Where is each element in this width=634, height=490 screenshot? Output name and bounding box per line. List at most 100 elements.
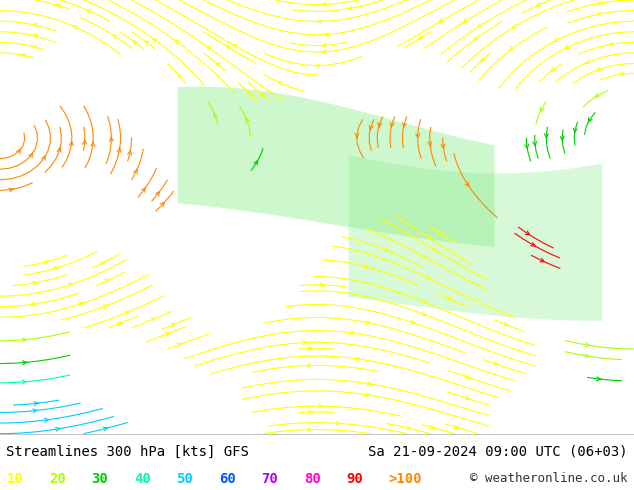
FancyArrowPatch shape: [303, 341, 308, 344]
FancyArrowPatch shape: [366, 381, 372, 385]
FancyArrowPatch shape: [307, 428, 313, 432]
FancyArrowPatch shape: [384, 248, 389, 251]
FancyArrowPatch shape: [55, 267, 60, 270]
FancyArrowPatch shape: [319, 404, 323, 408]
Polygon shape: [178, 87, 495, 247]
FancyArrowPatch shape: [33, 409, 38, 413]
FancyArrowPatch shape: [125, 311, 129, 315]
FancyArrowPatch shape: [145, 41, 149, 45]
FancyArrowPatch shape: [160, 202, 164, 207]
FancyArrowPatch shape: [118, 322, 122, 326]
Polygon shape: [349, 155, 602, 321]
FancyArrowPatch shape: [55, 4, 61, 8]
FancyArrowPatch shape: [551, 68, 555, 72]
FancyArrowPatch shape: [474, 36, 479, 40]
FancyArrowPatch shape: [586, 60, 590, 63]
FancyArrowPatch shape: [22, 380, 27, 384]
Text: 40: 40: [134, 472, 150, 486]
FancyArrowPatch shape: [103, 305, 107, 309]
FancyArrowPatch shape: [531, 243, 535, 246]
FancyArrowPatch shape: [68, 283, 72, 287]
FancyArrowPatch shape: [133, 41, 138, 45]
FancyArrowPatch shape: [32, 34, 37, 38]
FancyArrowPatch shape: [103, 427, 108, 431]
FancyArrowPatch shape: [207, 47, 211, 50]
FancyArrowPatch shape: [432, 247, 437, 251]
FancyArrowPatch shape: [323, 32, 328, 36]
Text: Streamlines 300 hPa [kts] GFS: Streamlines 300 hPa [kts] GFS: [6, 445, 249, 459]
FancyArrowPatch shape: [585, 354, 590, 358]
FancyArrowPatch shape: [57, 148, 61, 152]
Text: 50: 50: [176, 472, 193, 486]
FancyArrowPatch shape: [418, 35, 423, 39]
FancyArrowPatch shape: [596, 67, 600, 71]
FancyArrowPatch shape: [321, 2, 327, 6]
FancyArrowPatch shape: [315, 64, 320, 68]
Text: 10: 10: [6, 472, 23, 486]
FancyArrowPatch shape: [16, 148, 21, 153]
FancyArrowPatch shape: [477, 24, 482, 27]
FancyArrowPatch shape: [32, 302, 37, 306]
FancyArrowPatch shape: [545, 134, 548, 138]
FancyArrowPatch shape: [422, 312, 426, 316]
FancyArrowPatch shape: [152, 318, 155, 321]
FancyArrowPatch shape: [261, 93, 264, 97]
Text: >100: >100: [389, 472, 422, 486]
FancyArrowPatch shape: [153, 39, 157, 42]
FancyArrowPatch shape: [465, 375, 470, 378]
FancyArrowPatch shape: [536, 2, 541, 6]
FancyArrowPatch shape: [175, 40, 179, 44]
Text: 70: 70: [261, 472, 278, 486]
FancyArrowPatch shape: [216, 63, 220, 67]
FancyArrowPatch shape: [9, 188, 15, 192]
Text: Sa 21-09-2024 09:00 UTC (06+03): Sa 21-09-2024 09:00 UTC (06+03): [368, 445, 628, 459]
FancyArrowPatch shape: [423, 300, 427, 304]
FancyArrowPatch shape: [378, 122, 382, 127]
FancyArrowPatch shape: [34, 402, 39, 406]
FancyArrowPatch shape: [608, 42, 613, 46]
FancyArrowPatch shape: [619, 72, 624, 75]
FancyArrowPatch shape: [254, 161, 257, 165]
FancyArrowPatch shape: [366, 320, 372, 324]
Text: © weatheronline.co.uk: © weatheronline.co.uk: [470, 472, 628, 485]
FancyArrowPatch shape: [321, 44, 326, 48]
FancyArrowPatch shape: [316, 20, 321, 24]
FancyArrowPatch shape: [29, 153, 32, 158]
FancyArrowPatch shape: [56, 427, 61, 431]
FancyArrowPatch shape: [347, 6, 353, 10]
FancyArrowPatch shape: [439, 19, 443, 23]
FancyArrowPatch shape: [100, 262, 105, 266]
FancyArrowPatch shape: [525, 231, 529, 235]
FancyArrowPatch shape: [42, 156, 46, 160]
FancyArrowPatch shape: [165, 333, 170, 336]
FancyArrowPatch shape: [307, 364, 313, 368]
FancyArrowPatch shape: [597, 1, 602, 4]
FancyArrowPatch shape: [481, 57, 485, 62]
FancyArrowPatch shape: [540, 258, 544, 262]
FancyArrowPatch shape: [512, 24, 517, 28]
FancyArrowPatch shape: [366, 393, 372, 396]
FancyArrowPatch shape: [560, 136, 564, 141]
FancyArrowPatch shape: [117, 148, 121, 152]
FancyArrowPatch shape: [403, 123, 406, 127]
FancyArrowPatch shape: [22, 338, 27, 342]
FancyArrowPatch shape: [113, 35, 117, 39]
FancyArrowPatch shape: [320, 283, 325, 287]
FancyArrowPatch shape: [178, 74, 182, 78]
FancyArrowPatch shape: [573, 128, 577, 133]
FancyArrowPatch shape: [441, 144, 445, 148]
FancyArrowPatch shape: [351, 331, 356, 335]
FancyArrowPatch shape: [390, 122, 394, 127]
Text: 60: 60: [219, 472, 235, 486]
FancyArrowPatch shape: [214, 113, 217, 118]
FancyArrowPatch shape: [246, 118, 249, 122]
FancyArrowPatch shape: [422, 254, 426, 258]
FancyArrowPatch shape: [493, 362, 497, 365]
FancyArrowPatch shape: [565, 45, 569, 49]
FancyArrowPatch shape: [226, 46, 231, 49]
FancyArrowPatch shape: [410, 320, 415, 324]
FancyArrowPatch shape: [426, 276, 430, 279]
FancyArrowPatch shape: [454, 425, 460, 429]
Text: 80: 80: [304, 472, 320, 486]
FancyArrowPatch shape: [309, 346, 314, 350]
